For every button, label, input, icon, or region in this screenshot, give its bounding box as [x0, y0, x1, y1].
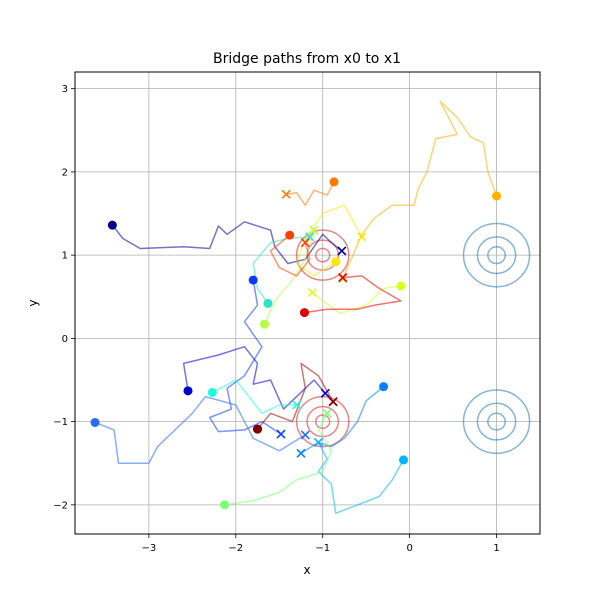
end-marker — [320, 388, 330, 398]
y-tick-label: 0 — [62, 334, 68, 345]
bridge-path — [342, 100, 498, 279]
start-marker — [329, 177, 339, 187]
start-marker — [90, 417, 100, 427]
bridge-paths — [94, 100, 498, 514]
bridge-path — [94, 395, 306, 464]
end-marker — [357, 232, 367, 242]
contour-ring — [487, 412, 506, 431]
end-marker — [300, 238, 310, 248]
y-tick-label: 1 — [62, 251, 68, 262]
end-marker — [338, 273, 348, 283]
path-markers — [90, 177, 502, 510]
end-marker — [337, 246, 347, 256]
start-marker — [399, 455, 409, 465]
end-marker — [276, 429, 286, 439]
x-tick-label: −3 — [142, 543, 157, 554]
contour-ring — [315, 247, 331, 263]
y-tick-label: 3 — [62, 84, 68, 95]
bridge-path — [263, 229, 315, 325]
x-tick-label: −2 — [228, 543, 243, 554]
start-marker — [219, 500, 229, 510]
end-marker — [328, 397, 338, 407]
start-marker — [207, 387, 217, 397]
bridge-path — [256, 362, 334, 430]
end-marker — [307, 288, 317, 298]
chart-title: Bridge paths from x0 to x1 — [213, 51, 401, 67]
bridge-path — [111, 221, 343, 265]
start-marker — [299, 308, 309, 318]
end-marker — [296, 448, 306, 458]
end-marker — [313, 437, 323, 447]
x-tick-label: 0 — [406, 543, 412, 554]
target-contours — [295, 222, 531, 455]
contour-ring — [295, 229, 350, 281]
plot-frame — [74, 71, 541, 535]
end-marker — [322, 408, 332, 418]
end-marker — [292, 400, 302, 410]
start-marker — [379, 382, 389, 392]
y-axis-label: y — [26, 299, 40, 306]
x-tick-label: −1 — [315, 543, 330, 554]
start-marker — [259, 319, 269, 329]
start-marker — [492, 191, 502, 201]
end-marker — [300, 430, 310, 440]
bridge-path — [295, 204, 363, 277]
start-marker — [263, 298, 273, 308]
contour-ring — [476, 236, 517, 275]
bridge-path — [211, 379, 297, 415]
x-axis-label: x — [303, 563, 310, 577]
bridge-path — [269, 234, 311, 277]
start-marker — [253, 424, 263, 434]
bridge-path — [304, 275, 402, 314]
bridge-path — [317, 442, 405, 514]
start-marker — [331, 257, 341, 267]
contour-ring — [462, 389, 531, 455]
end-marker — [309, 225, 319, 235]
start-marker — [285, 230, 295, 240]
end-marker — [305, 232, 315, 242]
axis-ticks: −3 −2 −1 0 1 −2 −1 0 1 2 3 — [53, 84, 499, 554]
end-marker — [281, 189, 291, 199]
start-marker — [396, 281, 406, 291]
start-marker — [183, 386, 193, 396]
y-tick-label: −1 — [53, 417, 68, 428]
bridge-path — [224, 412, 333, 506]
contour-ring — [476, 402, 517, 441]
contour-ring — [462, 222, 531, 288]
bridge-path — [286, 181, 335, 206]
start-marker — [248, 275, 258, 285]
contour-ring — [315, 414, 331, 430]
x-tick-label: 1 — [493, 543, 499, 554]
y-tick-label: 2 — [62, 167, 68, 178]
contour-ring — [487, 246, 506, 265]
start-marker — [107, 220, 117, 230]
y-tick-label: −2 — [53, 500, 68, 511]
bridge-path — [182, 345, 326, 410]
